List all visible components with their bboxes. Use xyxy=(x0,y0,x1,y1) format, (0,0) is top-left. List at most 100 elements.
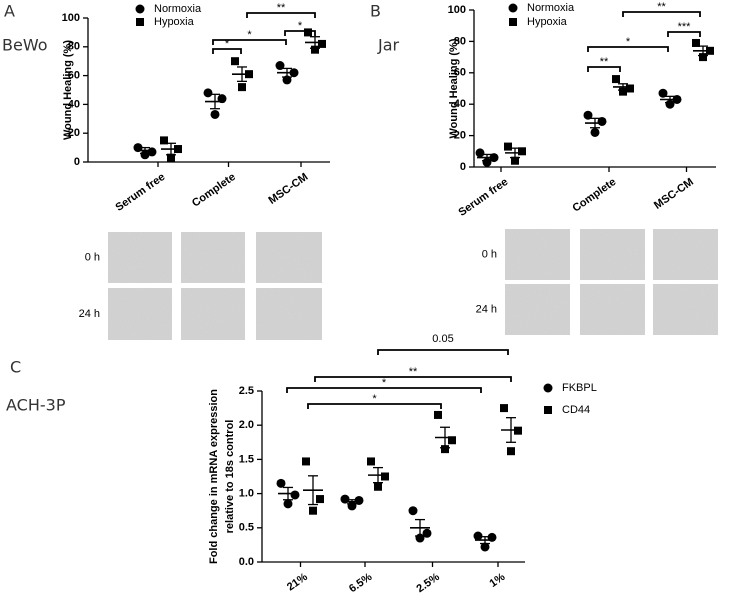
data-point xyxy=(619,87,627,96)
significance-label: ** xyxy=(409,366,418,378)
micrograph-texture xyxy=(505,284,570,335)
y-tick-label: 60 xyxy=(68,70,80,82)
significance-label: * xyxy=(382,377,387,389)
x-tick-label: 21% xyxy=(285,571,310,594)
error-bar xyxy=(283,486,293,501)
significance-bracket xyxy=(622,11,701,17)
y-axis-label: Fold change in mRNA expression xyxy=(208,389,220,564)
error-bar xyxy=(440,426,450,449)
error-bar xyxy=(282,67,292,78)
micrograph-texture xyxy=(653,284,718,335)
data-point xyxy=(231,57,239,66)
data-point xyxy=(302,457,310,466)
legend-marker xyxy=(508,3,518,13)
data-point xyxy=(276,478,286,488)
data-point xyxy=(448,436,456,445)
error-bar xyxy=(373,466,383,484)
micrograph-texture xyxy=(505,229,570,280)
micrograph-texture xyxy=(580,284,645,335)
error-bar xyxy=(166,142,176,156)
micrograph-texture xyxy=(653,229,718,280)
error-bar xyxy=(618,83,628,91)
error-bar xyxy=(210,93,220,110)
data-point xyxy=(475,148,485,158)
data-point xyxy=(160,136,168,145)
error-bar xyxy=(480,536,490,545)
y-tick-label: 80 xyxy=(454,35,466,47)
data-point xyxy=(311,45,319,54)
y-tick-label: 40 xyxy=(68,98,80,110)
micrograph-texture xyxy=(181,232,245,283)
micrograph-texture xyxy=(108,288,172,340)
data-point xyxy=(665,99,675,109)
image-row-label: 0 h xyxy=(85,251,100,263)
data-point xyxy=(473,531,483,541)
y-tick-label: 100 xyxy=(448,4,466,16)
significance-label: * xyxy=(298,20,303,32)
y-tick-label: 80 xyxy=(68,41,80,53)
x-tick-label: Serum free xyxy=(113,171,167,214)
significance-bracket xyxy=(286,387,482,393)
error-bar xyxy=(510,147,520,159)
micrograph-texture xyxy=(108,232,172,283)
micrograph-texture xyxy=(256,288,322,340)
significance-label: 0.05 xyxy=(432,333,453,345)
y-tick-label: 1.5 xyxy=(239,453,254,465)
y-tick-label: 0 xyxy=(460,161,466,173)
cell-line: Jar xyxy=(377,36,400,55)
significance-label: * xyxy=(372,393,377,405)
x-tick-label: MSC-CM xyxy=(652,176,696,212)
legend-label: Hypoxia xyxy=(154,16,195,28)
significance-label: ** xyxy=(277,2,286,14)
significance-bracket xyxy=(246,12,316,18)
data-point xyxy=(238,83,246,92)
data-point xyxy=(316,495,324,504)
data-point xyxy=(381,472,389,481)
image-row-label: 24 h xyxy=(476,303,497,315)
significance-bracket xyxy=(314,376,512,382)
legend-marker xyxy=(135,4,145,14)
data-point xyxy=(583,110,593,120)
legend-label: Normoxia xyxy=(154,3,202,15)
data-point xyxy=(408,506,418,516)
x-tick-label: Serum free xyxy=(456,176,510,219)
error-bar xyxy=(415,518,425,537)
y-axis-label: relative to 18s control xyxy=(224,420,236,534)
data-point xyxy=(692,38,700,47)
legend-label: Normoxia xyxy=(527,2,575,14)
y-tick-label: 2.0 xyxy=(239,419,254,431)
y-tick-label: 20 xyxy=(454,130,466,142)
data-point xyxy=(210,109,220,119)
significance-bracket xyxy=(587,46,669,52)
x-tick-label: Complete xyxy=(190,171,238,210)
y-tick-label: 0.5 xyxy=(239,522,254,534)
y-tick-label: 0.0 xyxy=(239,556,254,568)
legend-marker xyxy=(136,18,144,26)
legend-label: FKBPL xyxy=(562,382,597,394)
error-bar xyxy=(237,66,247,83)
significance-label: ** xyxy=(600,56,609,68)
x-tick-label: 2.5% xyxy=(414,571,442,595)
y-tick-label: 40 xyxy=(454,98,466,110)
significance-bracket xyxy=(212,48,242,54)
legend-label: CD44 xyxy=(562,404,590,416)
error-bar xyxy=(482,153,492,162)
data-point xyxy=(309,506,317,515)
data-point xyxy=(699,53,707,62)
data-point xyxy=(434,410,442,419)
error-bar xyxy=(665,95,675,104)
data-point xyxy=(140,150,150,160)
significance-label: ** xyxy=(657,1,666,13)
y-axis-label: Wound Healing (%) xyxy=(448,38,460,138)
data-point xyxy=(507,447,515,456)
panel-label: C xyxy=(10,358,21,377)
significance-label: * xyxy=(626,36,631,48)
image-row-label: 0 h xyxy=(482,248,497,260)
legend-marker xyxy=(543,383,553,393)
significance-bracket xyxy=(284,30,316,36)
y-tick-label: 2.5 xyxy=(239,385,254,397)
data-point xyxy=(283,499,293,509)
error-bar xyxy=(308,475,318,506)
significance-bracket xyxy=(212,39,287,45)
